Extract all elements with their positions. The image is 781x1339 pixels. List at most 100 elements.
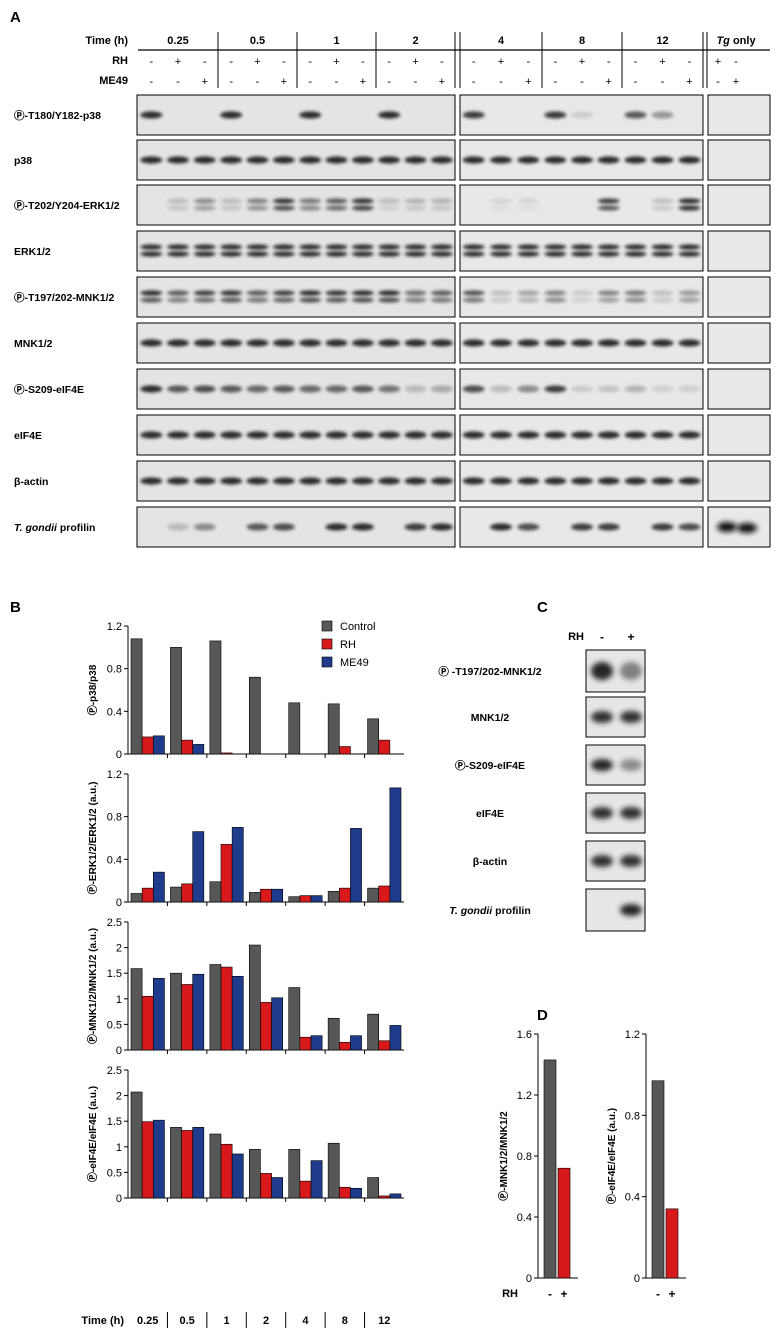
tg-rh-sign: +	[715, 56, 721, 68]
bar-me49	[310, 1035, 323, 1051]
rh-sign-c: -	[600, 630, 604, 644]
rh-sign-d: -	[656, 1287, 660, 1301]
y-tick-label: 1.2	[107, 769, 122, 781]
y-axis-label: Ⓟ-MNK1/2/MNK1/2	[497, 1111, 510, 1201]
y-axis-label: Ⓟ-MNK1/2/MNK1/2 (a.u.)	[86, 928, 99, 1044]
rh-sign: +	[175, 56, 181, 68]
blot-row-label-c: T. gondii profilin	[449, 905, 530, 917]
y-axis-label: Ⓟ-eIF4E/eIF4E (a.u.)	[86, 1086, 99, 1182]
blot-row-label-c: Ⓟ-S209-eIF4E	[455, 759, 525, 772]
blot-row-label: eIF4E	[14, 430, 42, 442]
me49-sign: +	[525, 76, 531, 88]
bar-chart: 0 0.4 0.8 1.2 Ⓟ-eIF4E/eIF4E (a.u.)	[605, 1029, 686, 1285]
bar-rh	[141, 1121, 154, 1199]
blot-panel-tg	[707, 276, 771, 318]
bar-control	[170, 647, 182, 755]
tg-me49-sign: -	[716, 76, 720, 88]
bar-rh	[141, 736, 154, 755]
y-tick-label: 0.4	[107, 706, 122, 718]
bar-control	[248, 1149, 261, 1199]
blot-row: β-actin	[14, 460, 771, 502]
bar-rh	[378, 1195, 391, 1199]
time-label-5: 8	[579, 35, 585, 47]
rh-sign: -	[526, 56, 530, 68]
bar-me49	[192, 1127, 205, 1199]
me49-sign: -	[308, 76, 312, 88]
y-tick-label: 0	[116, 749, 122, 761]
bar-rh	[378, 885, 391, 903]
blot-panel-left	[136, 276, 456, 318]
blot-panel-tg	[707, 322, 771, 364]
bar-rh	[220, 1143, 233, 1199]
bar-rh	[181, 883, 194, 903]
blot-panel-tg	[707, 368, 771, 410]
y-tick-label: 0	[526, 1273, 532, 1285]
blot-header-c: RH - +	[568, 630, 634, 644]
y-tick-label: 0.4	[517, 1212, 532, 1224]
y-tick-label: 2	[116, 943, 122, 955]
bar-rh	[141, 887, 154, 903]
rh-label-c: RH	[568, 631, 584, 643]
blot-panel-right	[459, 230, 704, 272]
bar-rh	[260, 1173, 272, 1199]
blot-row-c: eIF4E	[476, 792, 646, 834]
rh-sign: -	[387, 56, 391, 68]
bar-control	[288, 987, 301, 1051]
rh-sign: -	[282, 56, 286, 68]
rh-sign: -	[229, 56, 233, 68]
rh-sign: +	[498, 56, 504, 68]
blot-panel-tg	[707, 414, 771, 456]
rh-sign-d: +	[668, 1287, 675, 1301]
me49-sign: -	[414, 76, 418, 88]
blot-row: Ⓟ-S209-eIF4E	[14, 368, 771, 410]
blot-row-label: Ⓟ-T202/Y204-ERK1/2	[14, 199, 120, 212]
bar-rh	[338, 887, 351, 903]
bar-me49	[152, 978, 165, 1051]
bar-control	[327, 1142, 340, 1199]
bar-control	[170, 972, 182, 1051]
blot-panel-left	[136, 506, 456, 548]
legend-swatch-control	[321, 620, 333, 632]
blot-row-label: Ⓟ-S209-eIF4E	[14, 383, 84, 396]
rh-sign: +	[659, 56, 665, 68]
legend-label: RH	[340, 639, 356, 651]
blot-panel-right	[459, 184, 704, 226]
rh-sign: -	[440, 56, 444, 68]
bar-chart: 0 0.5 1 1.5 2 2.5 Ⓟ-eIF4E/eIF4E (a.u.)	[86, 1065, 404, 1205]
me49-label: ME49	[99, 75, 128, 87]
legend-swatch-me49	[321, 656, 333, 668]
blot-panel-tg	[707, 139, 771, 181]
bar-rh	[220, 844, 233, 903]
time-axis-label: Time (h)	[81, 1315, 124, 1327]
panel-label-c: C	[537, 599, 548, 616]
time-tick-label: 2	[263, 1315, 269, 1327]
bar-me49	[310, 1160, 323, 1199]
blot-panel-left	[136, 368, 456, 410]
y-tick-label: 0.8	[107, 812, 122, 824]
rh-sign: +	[333, 56, 339, 68]
bar-rh	[181, 984, 194, 1051]
tg-rh-sign: -	[734, 56, 738, 68]
bar-me49	[271, 997, 284, 1051]
bar-control	[170, 886, 182, 903]
y-axis-label: Ⓟ-p38/p38	[86, 664, 99, 715]
y-tick-label: 2	[116, 1091, 122, 1103]
bar-me49	[231, 1153, 244, 1199]
bar-rh	[378, 739, 391, 755]
bar-me49	[231, 827, 244, 903]
y-tick-label: 0	[634, 1273, 640, 1285]
bar-rh	[299, 1036, 312, 1051]
blot-row-c: T. gondii profilin	[449, 888, 646, 932]
legend-swatch-rh	[321, 638, 333, 650]
blot-row: Ⓟ-T197/202-MNK1/2	[14, 276, 771, 318]
blot-panel-left	[136, 460, 456, 502]
blot-row: eIF4E	[14, 414, 771, 456]
bar-rh	[181, 1130, 194, 1199]
y-tick-label: 0.8	[107, 664, 122, 676]
rh-sign: +	[412, 56, 418, 68]
me49-sign: +	[605, 76, 611, 88]
bar-me49	[192, 831, 205, 903]
bar-me49	[389, 1193, 402, 1199]
me49-sign: -	[499, 76, 503, 88]
bar-rh	[299, 895, 312, 903]
